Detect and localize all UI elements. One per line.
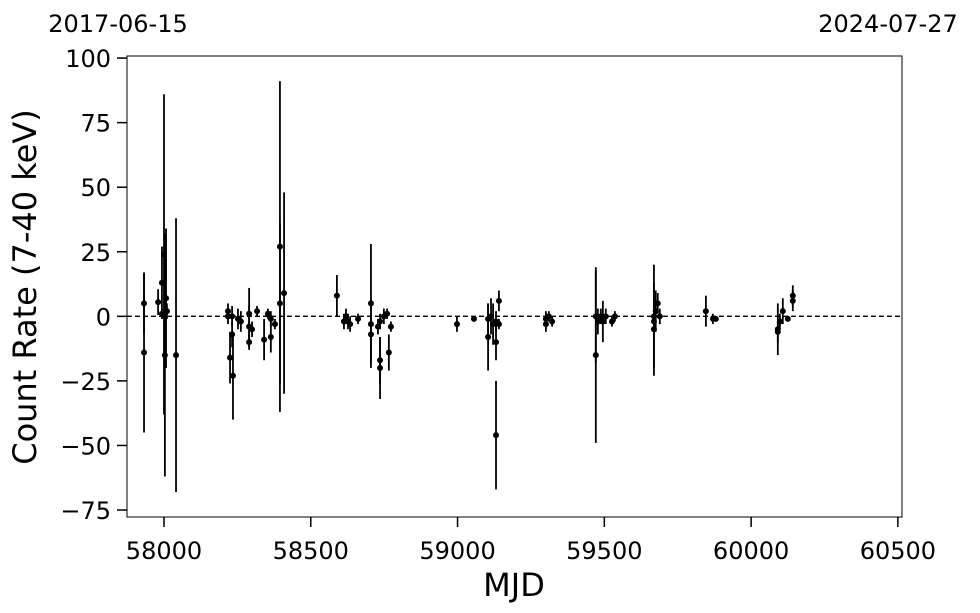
top-right-label: 2024-07-27 bbox=[818, 10, 957, 38]
y-tick-label: −75 bbox=[60, 497, 111, 525]
plot-frame bbox=[126, 55, 903, 518]
y-tick-label: 0 bbox=[96, 303, 111, 331]
data-point bbox=[281, 290, 288, 297]
y-tick-label: 100 bbox=[65, 45, 111, 73]
data-point bbox=[493, 432, 500, 439]
y-axis-label: Count Rate (7-40 keV) bbox=[6, 109, 44, 464]
data-point bbox=[163, 295, 170, 302]
data-point bbox=[377, 318, 384, 325]
y-tick-label: 25 bbox=[80, 239, 111, 267]
data-point bbox=[246, 339, 253, 346]
top-left-label: 2017-06-15 bbox=[48, 10, 187, 38]
x-tick-label: 60000 bbox=[713, 537, 789, 565]
data-point bbox=[485, 333, 492, 340]
data-point bbox=[779, 308, 786, 315]
y-tick-label: 50 bbox=[80, 174, 111, 202]
x-tick-label: 60500 bbox=[860, 537, 936, 565]
y-tick-label: −50 bbox=[60, 432, 111, 460]
data-point bbox=[493, 339, 500, 346]
data-point bbox=[387, 323, 394, 330]
data-point bbox=[355, 315, 362, 322]
y-tick-label: −25 bbox=[60, 368, 111, 396]
data-point bbox=[542, 321, 549, 328]
data-point bbox=[776, 318, 783, 325]
data-point bbox=[161, 352, 168, 359]
data-point bbox=[611, 313, 618, 320]
data-point bbox=[656, 313, 663, 320]
data-point bbox=[549, 318, 556, 325]
data-point bbox=[384, 310, 391, 317]
data-point bbox=[267, 333, 274, 340]
x-tick-label: 58500 bbox=[273, 537, 349, 565]
x-tick-label: 59500 bbox=[566, 537, 642, 565]
x-tick-label: 58000 bbox=[126, 537, 202, 565]
data-point bbox=[654, 300, 661, 307]
data-point bbox=[385, 349, 392, 356]
data-point bbox=[237, 318, 244, 325]
data-point bbox=[333, 292, 340, 299]
data-point bbox=[367, 331, 374, 338]
data-point bbox=[545, 313, 552, 320]
data-point bbox=[224, 313, 231, 320]
data-point bbox=[163, 308, 170, 315]
data-point bbox=[712, 315, 719, 322]
data-point bbox=[784, 315, 791, 322]
data-point bbox=[261, 336, 268, 343]
y-tick-label: 75 bbox=[80, 110, 111, 138]
data-point bbox=[774, 328, 781, 335]
data-point bbox=[155, 299, 162, 306]
data-point bbox=[249, 326, 256, 333]
data-point bbox=[227, 354, 234, 361]
data-point bbox=[267, 315, 274, 322]
data-point bbox=[789, 292, 796, 299]
data-point bbox=[470, 315, 477, 322]
data-point bbox=[377, 364, 384, 371]
data-point bbox=[602, 313, 609, 320]
data-point bbox=[599, 318, 606, 325]
data-point bbox=[276, 300, 283, 307]
data-point bbox=[495, 297, 502, 304]
x-tick-label: 59000 bbox=[419, 537, 495, 565]
data-point bbox=[495, 321, 502, 328]
data-point bbox=[173, 352, 180, 359]
data-point bbox=[347, 321, 354, 328]
data-point bbox=[702, 308, 709, 315]
data-point bbox=[229, 313, 236, 320]
data-point bbox=[608, 318, 615, 325]
x-axis-label: MJD bbox=[483, 566, 545, 604]
data-point bbox=[264, 310, 271, 317]
data-point bbox=[271, 321, 278, 328]
data-point bbox=[453, 321, 460, 328]
data-point bbox=[594, 318, 601, 325]
data-point bbox=[254, 308, 261, 315]
data-point bbox=[141, 349, 148, 356]
data-point bbox=[229, 372, 236, 379]
